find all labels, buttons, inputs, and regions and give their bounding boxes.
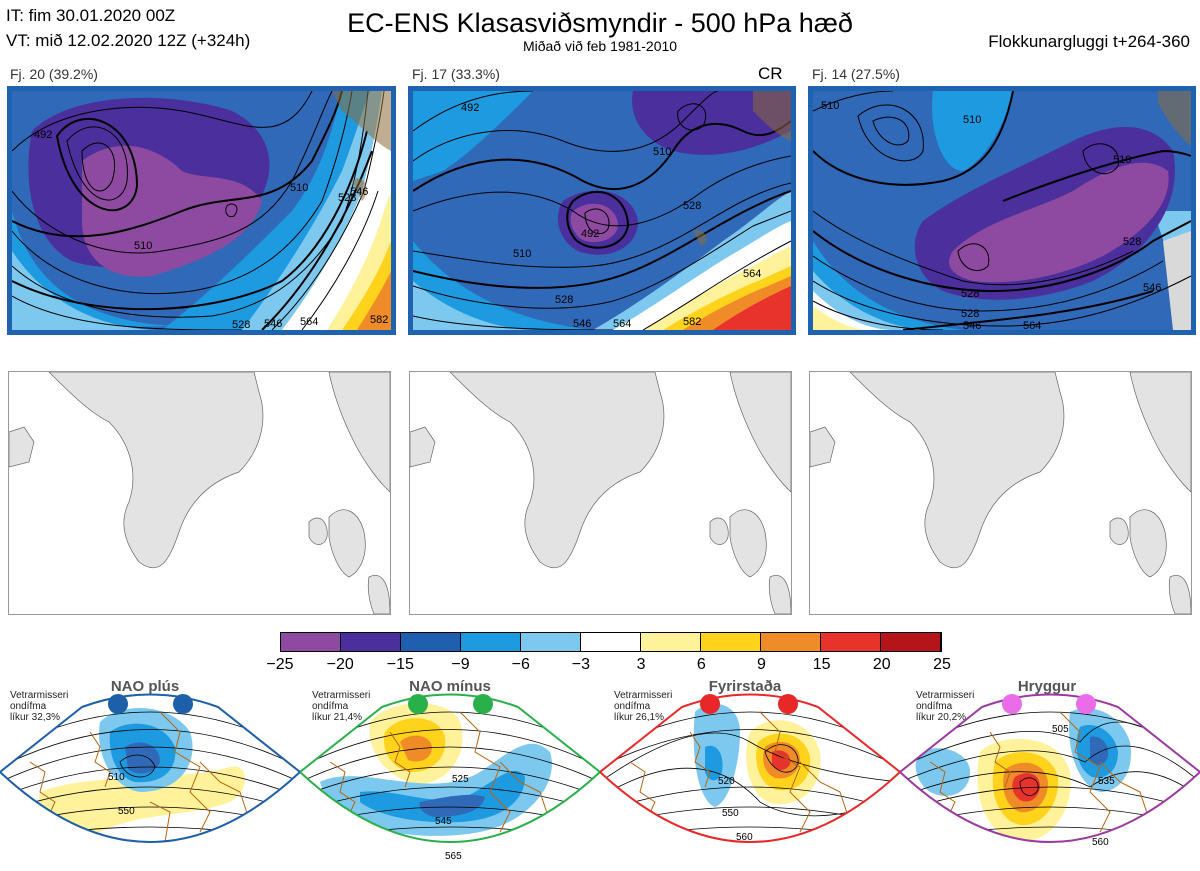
regime-3-contour-label: 550 <box>722 808 739 819</box>
regime-3-map: 520 550 560 <box>600 693 900 843</box>
regime-2-title: NAO mínus <box>409 678 491 695</box>
colorbar-swatch <box>641 633 701 651</box>
cluster-3-contour-label: 510 <box>963 114 981 126</box>
cluster-3-contour-label: 510 <box>1113 154 1131 166</box>
page-subtitle: Miðað við feb 1981-2010 <box>522 38 678 54</box>
regime-3-contour-label: 560 <box>736 832 753 843</box>
classification-window: Flokkunargluggi t+264-360 <box>988 32 1190 51</box>
cluster-1-contour-label: 510 <box>290 182 308 194</box>
cluster-2-contour-label: 582 <box>683 316 701 328</box>
cluster-3-contour-label: 528 <box>961 288 979 300</box>
regime-1-contour-label: 550 <box>118 806 135 817</box>
cluster-3-contour-label: 564 <box>1023 320 1041 330</box>
colorbar-tick-label: 3 <box>636 656 646 673</box>
cluster-2-tag: CR <box>758 64 783 83</box>
colorbar-swatch <box>581 633 641 651</box>
colorbar-swatch <box>821 633 881 651</box>
regime-3-contour-label: 520 <box>718 776 735 787</box>
colorbar-swatch <box>521 633 581 651</box>
cluster-2-label: Fj. 17 (33.3%) <box>412 66 500 82</box>
cluster-3-contour-label: 510 <box>821 100 839 112</box>
cluster-2-contour-label: 492 <box>581 228 599 240</box>
cluster-2-contour-label: 528 <box>683 200 701 212</box>
cluster-1-contour-label: 510 <box>134 240 152 252</box>
colorbar-tick-label: −25 <box>266 656 294 673</box>
regime-4-contour-label: 505 <box>1052 724 1069 735</box>
page-title: EC-ENS Klasasviðsmyndir - 500 hPa hæð <box>347 8 853 38</box>
regime-2-contour-label: 565 <box>445 851 462 862</box>
cluster-1-contour-label: 492 <box>34 129 52 141</box>
cluster-1-contour-label: 546 <box>264 318 282 330</box>
cluster-2-contour-label: 564 <box>613 318 631 330</box>
regime-1-title: NAO plús <box>110 678 180 695</box>
anomaly-map-2 <box>409 371 792 615</box>
colorbar-tick-label: 15 <box>812 656 831 673</box>
colorbar-swatch <box>701 633 761 651</box>
colorbar-tick-label: 9 <box>757 656 766 673</box>
cluster-2-contour-label: 510 <box>513 248 531 260</box>
regime-3-info: Vetrarmisseri ondífma líkur 26,1% <box>614 690 673 723</box>
regime-3-title: Fyrirstaða <box>708 678 782 695</box>
colorbar-tick-label: −9 <box>451 656 470 673</box>
colorbar-swatch <box>761 633 821 651</box>
colorbar-swatch <box>461 633 521 651</box>
colorbar-tick-label: −3 <box>571 656 591 673</box>
cluster-1-label: Fj. 20 (39.2%) <box>10 66 98 82</box>
regime-2-info: Vetrarmisseri ondífma líkur 21,4% <box>312 690 371 723</box>
cluster-1-contour-label: 582 <box>370 314 388 326</box>
cluster-1-contour-label: 546 <box>350 186 368 198</box>
cluster-1-contour-label: 528 <box>338 192 356 204</box>
regime-4-map: 505 535 560 <box>900 693 1200 848</box>
cluster-1-contour-label: 564 <box>300 316 318 328</box>
cluster-3-contour-label: 528 <box>961 308 979 320</box>
regime-2-map: 525 545 565 <box>300 693 600 862</box>
cluster-2-contour-label: 564 <box>743 268 761 280</box>
anomaly-map-3 <box>809 371 1192 615</box>
colorbar-tick-label: −6 <box>511 656 530 673</box>
colorbar-tick-label: 20 <box>872 656 891 673</box>
cluster-2-map: 492 492 510 510 528 528 546 564 564 582 <box>408 86 796 335</box>
cluster-2-contour-label: 546 <box>573 318 591 330</box>
regime-2-contour-label: 545 <box>435 816 452 827</box>
regime-1-contour-label: 510 <box>108 772 125 783</box>
anomaly-map-1 <box>8 371 391 615</box>
regime-1-map: 510 550 <box>0 693 300 843</box>
valid-time: VT: mið 12.02.2020 12Z (+324h) <box>6 31 251 50</box>
cluster-1-map: 492 510 510 528 546 528 546 564 582 <box>7 86 396 335</box>
cluster-3-contour-label: 528 <box>1123 236 1141 248</box>
cluster-2-contour-label: 492 <box>461 102 479 114</box>
cluster-3-contour-label: 546 <box>1143 282 1161 294</box>
cluster-2-contour-label: 528 <box>555 294 573 306</box>
colorbar-swatch <box>341 633 401 651</box>
colorbar-swatch <box>401 633 461 651</box>
regime-2-contour-label: 525 <box>452 774 469 785</box>
colorbar-tick-label: 25 <box>933 656 951 673</box>
cluster-3-label: Fj. 14 (27.5%) <box>812 66 900 82</box>
regime-4-contour-label: 535 <box>1098 776 1115 787</box>
regime-1-info: Vetrarmisseri ondífma líkur 32,3% <box>10 690 69 723</box>
colorbar-swatch <box>881 633 941 651</box>
colorbar-tick-label: 6 <box>696 656 706 673</box>
regime-4-title: Hryggur <box>1017 678 1077 695</box>
issue-time: IT: fim 30.01.2020 00Z <box>6 6 176 25</box>
colorbar-tick-label: −20 <box>326 656 354 673</box>
regime-4-contour-label: 560 <box>1092 837 1109 848</box>
colorbar-swatch <box>281 633 341 651</box>
cluster-3-contour-label: 546 <box>963 320 981 330</box>
colorbar-tick-label: −15 <box>386 656 414 673</box>
colorbar <box>280 632 942 652</box>
cluster-2-contour-label: 510 <box>653 146 671 158</box>
regime-4-info: Vetrarmisseri ondífma líkur 20,2% <box>916 690 975 723</box>
cluster-1-contour-label: 528 <box>232 319 250 330</box>
cluster-3-map: 510 510 510 528 528 528 546 546 564 <box>808 86 1196 335</box>
